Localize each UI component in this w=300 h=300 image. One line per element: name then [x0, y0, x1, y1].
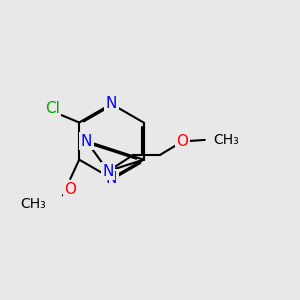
Text: N: N [81, 134, 92, 148]
Text: O: O [64, 182, 76, 197]
Text: CH₃: CH₃ [214, 133, 239, 147]
Text: N: N [103, 164, 114, 178]
Text: CH₃: CH₃ [20, 197, 46, 211]
Text: O: O [176, 134, 188, 149]
Text: N: N [106, 96, 117, 111]
Text: Cl: Cl [45, 101, 60, 116]
Text: N: N [106, 171, 117, 186]
